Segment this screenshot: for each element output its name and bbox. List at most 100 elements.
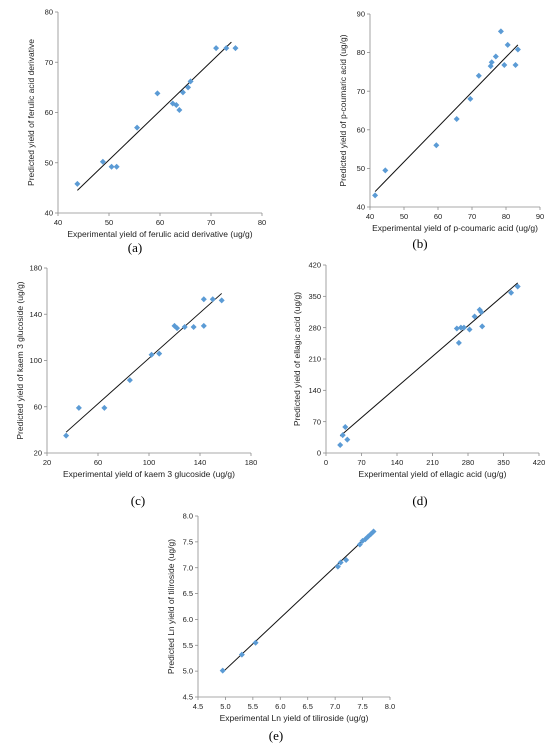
- data-point: [508, 289, 515, 296]
- data-point: [154, 90, 161, 97]
- x-tick-label: 0: [324, 458, 328, 467]
- x-tick-label: 420: [533, 458, 546, 467]
- x-tick-label: 80: [258, 218, 266, 227]
- data-point: [252, 639, 259, 646]
- x-tick-label: 70: [207, 218, 215, 227]
- data-point: [223, 45, 230, 52]
- y-tick-label: 8.0: [183, 512, 193, 521]
- y-tick-label: 40: [45, 209, 53, 218]
- x-tick-label: 70: [357, 458, 365, 467]
- x-tick-label: 90: [536, 212, 544, 221]
- y-axis-label: Predicted yield of ferulic acid derivati…: [26, 39, 36, 186]
- y-tick-label: 350: [308, 292, 321, 301]
- fit-line: [222, 530, 374, 673]
- data-point: [108, 163, 115, 170]
- data-point: [514, 46, 521, 53]
- x-tick-label: 140: [194, 458, 207, 467]
- data-point: [334, 563, 341, 570]
- data-point: [339, 432, 346, 439]
- data-point: [467, 95, 474, 102]
- fit-line: [77, 41, 232, 191]
- fit-line: [339, 282, 519, 437]
- data-point: [453, 115, 460, 122]
- x-tick-label: 6.0: [275, 702, 285, 711]
- x-tick-label: 180: [245, 458, 258, 467]
- x-tick-label: 350: [497, 458, 510, 467]
- data-point: [187, 78, 194, 85]
- data-point: [232, 45, 239, 52]
- y-tick-label: 20: [34, 449, 42, 458]
- x-tick-label: 280: [462, 458, 475, 467]
- x-axis-label: Experimental yield of kaem 3 glucoside (…: [63, 469, 235, 479]
- data-point: [156, 350, 163, 357]
- data-point: [471, 313, 478, 320]
- data-point: [512, 61, 519, 68]
- data-point: [219, 667, 226, 674]
- data-point: [181, 323, 188, 330]
- data-point: [356, 541, 363, 548]
- y-tick-label: 420: [308, 261, 321, 270]
- y-tick-label: 6.5: [183, 589, 193, 598]
- data-point: [433, 142, 440, 149]
- data-point: [337, 441, 344, 448]
- panel-label: (e): [269, 728, 283, 743]
- y-tick-label: 60: [34, 402, 42, 411]
- data-point: [209, 296, 216, 303]
- data-point: [478, 309, 485, 315]
- x-tick-label: 40: [54, 218, 62, 227]
- y-tick-label: 60: [357, 125, 365, 134]
- data-point: [497, 28, 504, 35]
- chart-panel-b: 40 50 60 70 80 90 40 50 60 70 80 90 Experimental yie…: [338, 10, 544, 251]
- data-point: [185, 84, 192, 91]
- y-axis-label: Predicted Ln yield of tiliroside (ug/g): [166, 539, 176, 674]
- x-tick-label: 80: [502, 212, 510, 221]
- y-tick-label: 7.0: [183, 563, 193, 572]
- data-point: [342, 424, 349, 431]
- data-point: [479, 323, 486, 330]
- y-tick-label: 0: [317, 449, 321, 458]
- data-point: [372, 192, 379, 199]
- data-point: [453, 325, 460, 332]
- data-point: [99, 158, 106, 165]
- x-tick-label: 60: [156, 218, 164, 227]
- x-tick-label: 40: [366, 212, 374, 221]
- x-tick-label: 210: [426, 458, 439, 467]
- data-point: [460, 324, 467, 331]
- x-tick-label: 60: [94, 458, 102, 467]
- chart-panel-d: 0 70 140 210 280 350 420 0 70 140 210 280 350 420 Expe…: [292, 261, 545, 508]
- y-tick-label: 5.5: [183, 641, 193, 650]
- y-tick-label: 70: [313, 417, 321, 426]
- y-tick-label: 50: [45, 158, 53, 167]
- x-axis-label: Experimental yield of ellagic acid (ug/g…: [359, 469, 507, 479]
- panel-label: (d): [412, 493, 427, 508]
- y-axis-label: Predicted yield of kaem 3 glucoside (ug/…: [15, 281, 25, 439]
- data-point: [63, 432, 70, 439]
- x-tick-label: 20: [43, 458, 51, 467]
- data-point: [344, 436, 351, 443]
- x-tick-label: 7.5: [357, 702, 367, 711]
- panel-label: (a): [128, 240, 142, 255]
- y-tick-label: 50: [357, 164, 365, 173]
- y-tick-label: 280: [308, 323, 321, 332]
- data-point: [200, 322, 207, 329]
- y-tick-label: 70: [45, 58, 53, 67]
- y-tick-label: 60: [45, 108, 53, 117]
- data-point: [492, 53, 499, 60]
- x-tick-label: 70: [468, 212, 476, 221]
- data-point: [173, 101, 180, 108]
- data-point: [176, 106, 183, 113]
- data-point: [126, 377, 133, 384]
- data-point: [504, 41, 511, 48]
- data-point: [190, 323, 197, 330]
- data-point: [370, 528, 377, 535]
- fit-line: [65, 293, 223, 433]
- y-tick-label: 7.5: [183, 537, 193, 546]
- data-point: [382, 167, 389, 174]
- x-tick-label: 140: [391, 458, 404, 467]
- data-point: [466, 326, 473, 333]
- data-point: [179, 89, 186, 96]
- y-tick-label: 5.0: [183, 667, 193, 676]
- chart-panel-a: 40 50 60 70 80 40 50 60 70 80 Experimental yield o…: [26, 8, 266, 255]
- y-tick-label: 4.5: [183, 693, 193, 702]
